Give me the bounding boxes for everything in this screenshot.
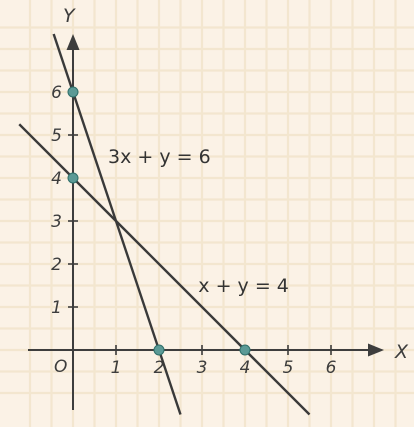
y-axis-label: Y <box>63 5 76 27</box>
equation-label-3x-plus-y: 3x + y = 6 <box>108 146 211 168</box>
x-axis-arrow <box>368 343 384 357</box>
series-line-1 <box>18 123 311 416</box>
equation-label-x-plus-y: x + y = 4 <box>198 275 289 297</box>
axes: X Y O <box>28 5 409 410</box>
x-axis-label: X <box>394 341 409 363</box>
y-tick-label: 4 <box>51 169 62 189</box>
y-tick-label: 6 <box>51 83 62 103</box>
x-tick-label: 3 <box>197 358 208 378</box>
y-tick-label: 2 <box>51 255 62 275</box>
equation-labels: 3x + y = 6 x + y = 4 <box>108 146 289 297</box>
intercept-point <box>67 86 79 98</box>
intercept-point <box>153 344 165 356</box>
y-tick-label: 3 <box>51 212 62 232</box>
x-tick-label: 6 <box>326 358 337 378</box>
x-tick-label: 4 <box>240 358 251 378</box>
y-axis-arrow <box>66 34 80 50</box>
y-tick-label: 1 <box>51 298 62 318</box>
intercept-points <box>67 86 251 356</box>
x-tick-label: 5 <box>283 358 294 378</box>
intercept-point <box>67 172 79 184</box>
x-tick-label: 2 <box>154 358 165 378</box>
intercept-point <box>239 344 251 356</box>
x-tick-label: 1 <box>111 358 122 378</box>
y-tick-label: 5 <box>51 126 62 146</box>
origin-label: O <box>54 357 67 377</box>
